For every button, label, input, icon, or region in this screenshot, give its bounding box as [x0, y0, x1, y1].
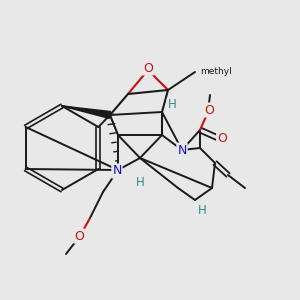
Text: N: N: [112, 164, 122, 178]
Text: O: O: [204, 103, 214, 116]
Text: H: H: [198, 203, 206, 217]
Text: O: O: [217, 131, 227, 145]
Text: methyl: methyl: [200, 68, 232, 76]
Text: O: O: [74, 230, 84, 242]
Polygon shape: [62, 106, 111, 118]
Text: O: O: [143, 61, 153, 74]
Text: N: N: [177, 143, 187, 157]
Text: H: H: [168, 98, 176, 112]
Text: H: H: [136, 176, 144, 188]
